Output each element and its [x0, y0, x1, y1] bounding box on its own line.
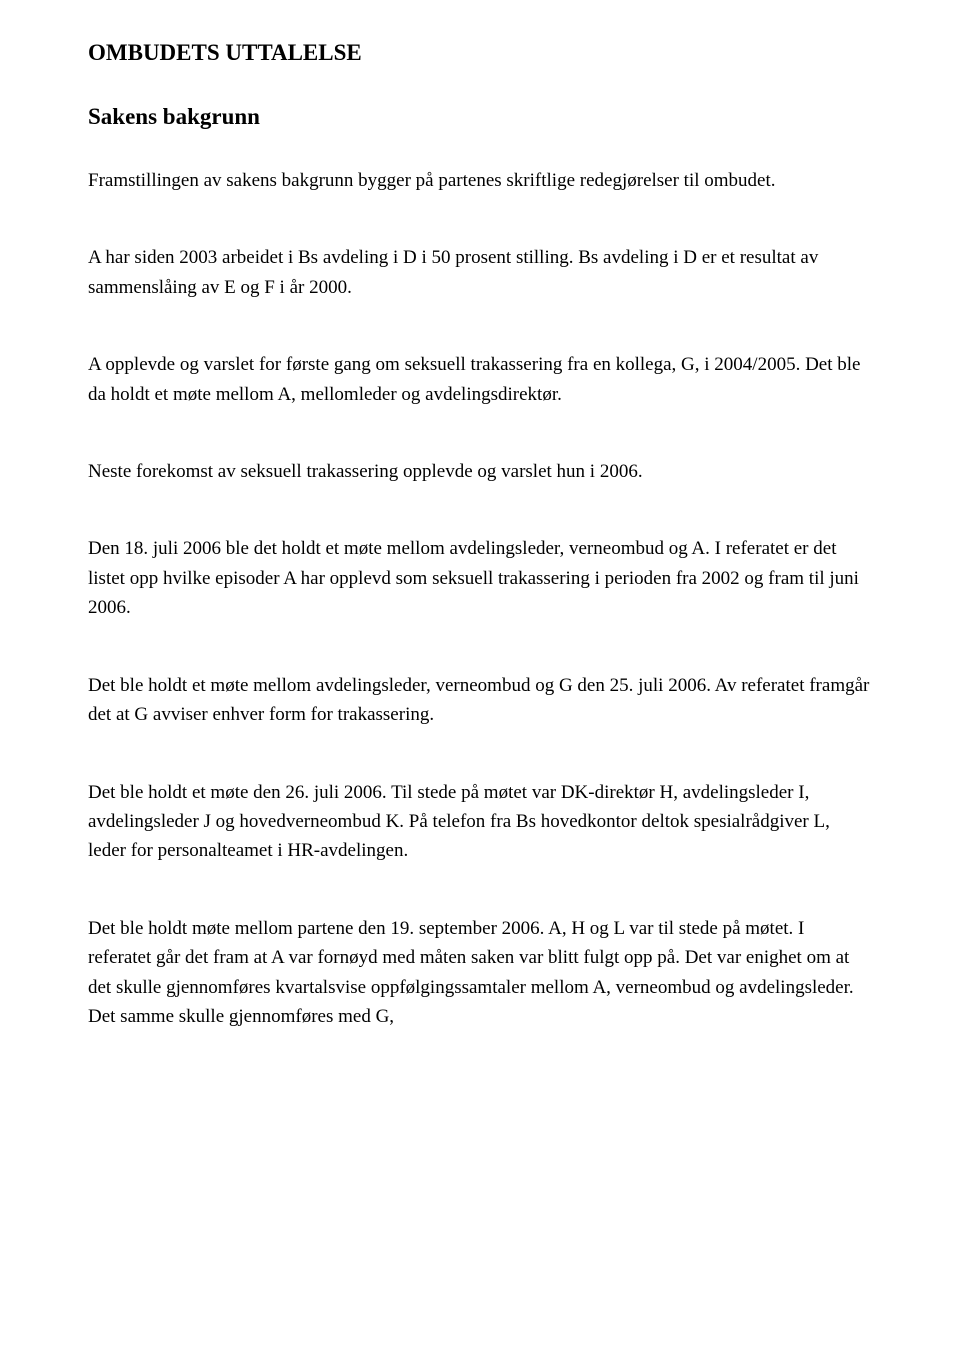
paragraph: Framstillingen av sakens bakgrunn bygger…	[88, 166, 872, 195]
paragraph: A har siden 2003 arbeidet i Bs avdeling …	[88, 243, 872, 302]
paragraph: Det ble holdt et møte mellom avdelingsle…	[88, 671, 872, 730]
paragraph: Det ble holdt et møte den 26. juli 2006.…	[88, 778, 872, 866]
paragraph: A opplevde og varslet for første gang om…	[88, 350, 872, 409]
document-subtitle: Sakens bakgrunn	[88, 102, 872, 132]
document-page: OMBUDETS UTTALELSE Sakens bakgrunn Frams…	[0, 0, 960, 1359]
paragraph: Det ble holdt møte mellom partene den 19…	[88, 914, 872, 1032]
paragraph: Neste forekomst av seksuell trakassering…	[88, 457, 872, 486]
paragraph: Den 18. juli 2006 ble det holdt et møte …	[88, 534, 872, 622]
document-title: OMBUDETS UTTALELSE	[88, 38, 872, 68]
